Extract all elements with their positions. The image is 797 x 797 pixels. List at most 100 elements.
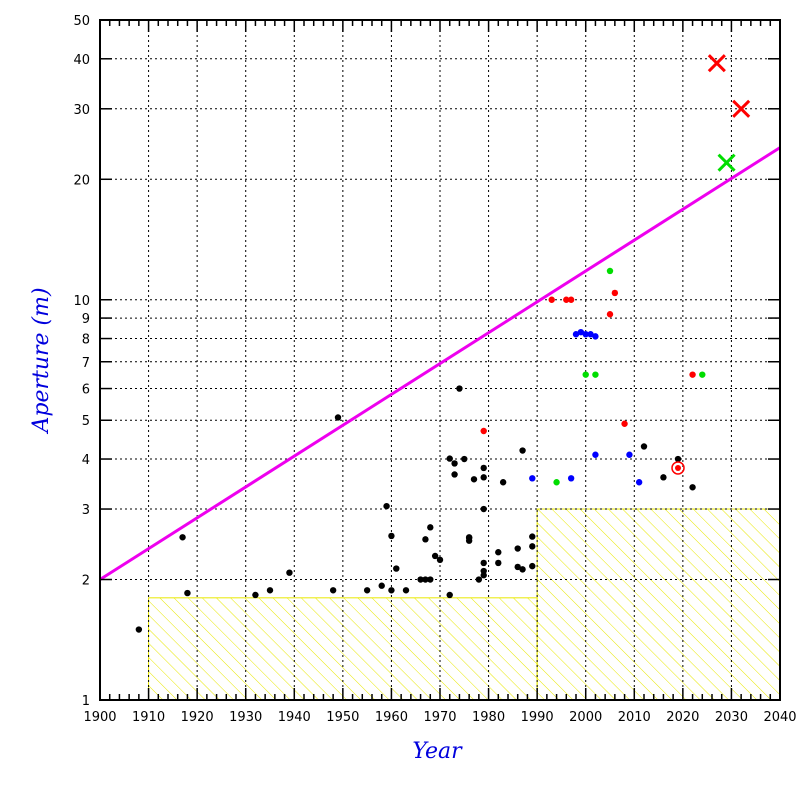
x-tick-label: 1960 xyxy=(375,710,408,725)
cross-stroke xyxy=(732,99,751,118)
data-point xyxy=(431,552,439,560)
data-point xyxy=(480,572,487,579)
x-tick-label: 2010 xyxy=(618,710,651,725)
x-tick-label: 1950 xyxy=(326,710,359,725)
hatched-region xyxy=(148,597,538,700)
data-point xyxy=(548,296,555,303)
data-point xyxy=(446,591,453,599)
data-point xyxy=(378,582,385,589)
x-tick-label: 1980 xyxy=(472,710,505,725)
ring-inner xyxy=(675,464,681,471)
y-tick-label: 50 xyxy=(73,14,90,29)
x-tick-label: 2020 xyxy=(666,710,699,725)
data-point xyxy=(621,420,628,427)
data-point xyxy=(660,474,667,481)
hatched-region xyxy=(536,508,780,700)
axes xyxy=(99,19,781,701)
data-point xyxy=(567,475,575,482)
data-point-ring xyxy=(671,461,685,475)
data-point-cross xyxy=(707,54,726,73)
data-point xyxy=(480,464,487,472)
data-point xyxy=(470,476,478,483)
data-point-cross xyxy=(732,99,751,118)
data-point xyxy=(480,474,487,481)
data-point xyxy=(451,471,458,478)
hatched-regions xyxy=(148,508,780,700)
data-point xyxy=(363,587,371,594)
data-point xyxy=(334,414,342,421)
data-point xyxy=(480,505,487,513)
data-point xyxy=(699,371,706,378)
data-point xyxy=(582,371,589,378)
x-tick-label: 2030 xyxy=(715,710,748,725)
y-tick-label: 5 xyxy=(82,414,90,429)
data-point xyxy=(417,576,424,583)
x-tick-label: 1970 xyxy=(423,710,456,725)
trend-line-layer xyxy=(100,146,780,581)
data-point xyxy=(529,562,536,570)
data-point xyxy=(626,451,633,458)
y-tick-label: 40 xyxy=(73,53,90,68)
data-point xyxy=(184,589,191,597)
data-point xyxy=(529,533,536,540)
data-point xyxy=(592,371,599,378)
x-tick-label: 1900 xyxy=(83,710,116,725)
data-point xyxy=(606,267,614,275)
data-point xyxy=(587,331,594,338)
data-point xyxy=(286,569,293,576)
data-point xyxy=(514,563,521,571)
x-tick-label: 2000 xyxy=(569,710,602,725)
data-point xyxy=(635,479,643,486)
cross-stroke xyxy=(707,54,726,73)
x-tick-label: 1910 xyxy=(132,710,165,725)
data-point xyxy=(611,289,619,297)
data-point xyxy=(135,626,143,633)
y-tick-label: 20 xyxy=(73,173,90,188)
y-tick-label: 2 xyxy=(82,574,90,589)
data-point xyxy=(640,443,648,450)
y-tick-label: 7 xyxy=(82,356,90,371)
x-axis-title: Year xyxy=(412,739,463,764)
data-point xyxy=(402,587,410,594)
y-tick-label: 1 xyxy=(82,694,90,709)
data-point xyxy=(529,543,536,550)
data-point xyxy=(456,385,463,392)
data-point xyxy=(519,566,526,573)
data-point xyxy=(553,479,560,486)
x-tick-label: 2040 xyxy=(763,710,796,725)
data-point xyxy=(592,451,599,458)
x-tick-label: 1940 xyxy=(278,710,311,725)
data-point xyxy=(465,537,473,544)
y-tick-label: 4 xyxy=(82,453,90,468)
data-point xyxy=(461,455,468,463)
data-point xyxy=(582,331,589,338)
x-tick-label: 1990 xyxy=(521,710,554,725)
y-tick-label: 3 xyxy=(82,503,90,518)
data-point xyxy=(529,475,536,482)
x-tick-label: 1930 xyxy=(229,710,262,725)
tick-labels: 1900 1910 1920 1930 1940 1950 1960 1970 1980 1990… xyxy=(73,14,796,725)
data-point xyxy=(519,447,526,454)
data-point xyxy=(388,532,395,540)
data-point xyxy=(475,576,483,583)
data-point xyxy=(567,296,575,303)
data-point xyxy=(495,559,502,567)
grid xyxy=(100,20,780,700)
data-point xyxy=(436,556,444,564)
data-point xyxy=(383,502,390,510)
data-point xyxy=(689,371,696,378)
data-point xyxy=(422,576,429,583)
data-point xyxy=(563,296,570,303)
data-point-cross xyxy=(717,153,736,172)
data-point xyxy=(393,565,400,572)
y-tick-label: 10 xyxy=(73,294,90,309)
data-point xyxy=(689,484,696,491)
x-tick-label: 1920 xyxy=(181,710,214,725)
data-point xyxy=(495,549,502,556)
data-point xyxy=(451,460,458,467)
data-point xyxy=(577,328,585,336)
y-tick-label: 6 xyxy=(82,383,90,398)
data-point xyxy=(266,587,274,594)
data-point xyxy=(427,576,434,583)
data-point xyxy=(179,534,186,541)
